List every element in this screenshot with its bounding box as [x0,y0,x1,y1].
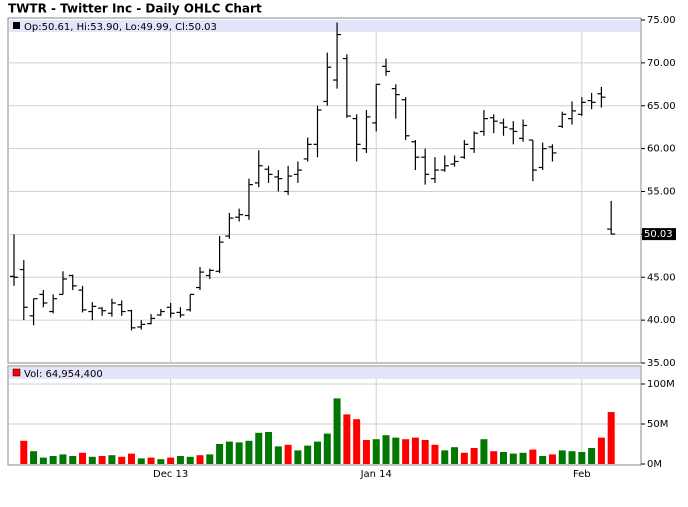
last-price-label: 50.03 [644,229,673,240]
x-tick-label: Dec 13 [153,469,188,480]
volume-bar [157,459,165,464]
y-tick-label: 65.00 [647,101,676,112]
volume-bar [411,437,419,464]
volume-bar [470,448,478,464]
volume-bar [519,452,527,464]
volume-bar [333,398,341,464]
volume-bar [265,432,273,464]
y-tick-label: 50M [647,419,668,430]
y-tick-label: 35.00 [647,358,676,369]
volume-bar [216,444,224,464]
volume-bar [39,457,47,464]
y-tick-label: 100M [647,379,675,390]
volume-bar [196,455,204,464]
volume-bar [147,457,155,464]
volume-bar [480,439,488,464]
volume-bar [49,456,57,464]
volume-bar [460,452,468,464]
legend-swatch [13,22,20,29]
volume-bar [402,439,410,464]
volume-bar [588,448,596,464]
volume-bar [137,458,145,464]
volume-bar [69,456,77,464]
volume-bar [558,450,566,464]
volume-bar [392,437,400,464]
volume-bar [108,455,116,464]
volume-bar [441,450,449,464]
volume-bar [284,444,292,464]
volume-bar [206,454,214,464]
volume-bar [597,437,605,464]
volume-bar [362,440,370,464]
y-tick-label: 0M [647,459,662,470]
volume-bar [294,450,302,464]
volume-bar [313,441,321,464]
last-price-box [642,228,676,241]
y-tick-label: 70.00 [647,58,676,69]
volume-bar [500,452,507,464]
volume-bar [529,449,537,464]
volume-bar [274,446,282,464]
volume-bar [568,451,576,464]
volume-bar [353,419,361,464]
y-tick-label: 40.00 [647,315,676,326]
plot-layer: 35.0040.0045.0050.0055.0060.0065.0070.00… [8,15,676,480]
volume-bar [451,447,459,464]
volume-bar [88,456,96,464]
volume-bar [245,440,253,464]
volume-bar [539,456,547,464]
x-tick-label: Feb [573,469,591,480]
volume-bar [372,439,380,464]
volume-bar [431,444,439,464]
price-header [9,20,640,32]
chart-title: TWTR - Twitter Inc - Daily OHLC Chart [8,2,262,16]
y-tick-label: 75.00 [647,15,676,26]
volume-bar [127,453,135,464]
volume-bar [490,451,498,464]
volume-legend: Vol: 64,954,400 [24,369,103,380]
volume-bar [509,453,517,464]
volume-bar [382,435,390,464]
volume-bar [98,456,106,464]
y-tick-label: 45.00 [647,272,676,283]
price-panel [7,17,642,364]
ohlc-legend: Op:50.61, Hi:53.90, Lo:49.99, Cl:50.03 [24,22,217,33]
legend-swatch [12,368,21,377]
volume-bar [323,433,331,464]
volume-bar [30,451,38,464]
volume-header [9,367,640,379]
volume-bar [607,412,615,464]
volume-bar [79,452,87,464]
volume-bar [235,442,243,464]
y-tick-label: 60.00 [647,144,676,155]
volume-bar [167,457,175,464]
volume-bar [176,456,184,464]
volume-bar [20,440,28,464]
volume-bar [578,452,586,464]
volume-bar [118,456,126,464]
volume-bar [59,454,67,464]
x-tick-label: Jan 14 [360,469,392,480]
volume-bar [421,440,429,464]
volume-bar [548,454,556,464]
volume-bar [343,414,351,464]
volume-bar [225,441,233,464]
y-tick-label: 55.00 [647,187,676,198]
volume-bar [186,456,194,464]
volume-bar [255,432,263,464]
volume-bar [304,445,312,464]
